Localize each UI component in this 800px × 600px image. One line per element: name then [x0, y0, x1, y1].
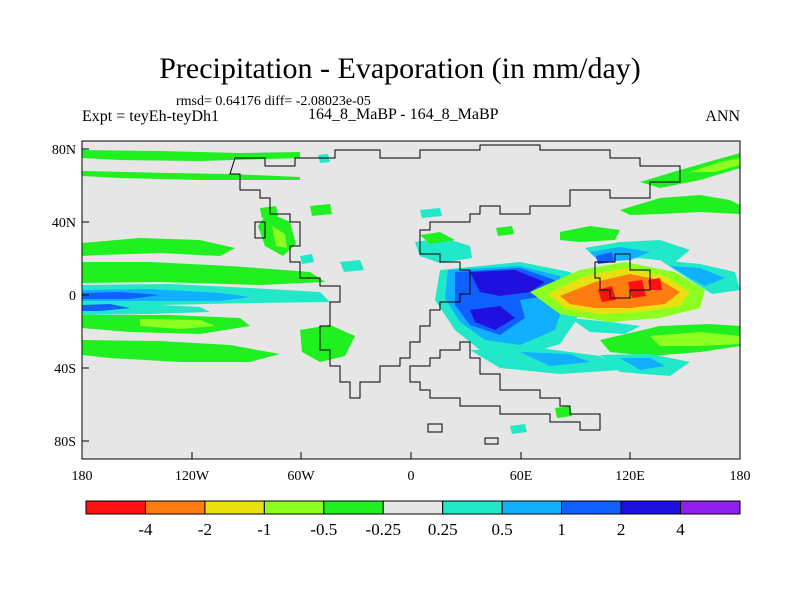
- contour-green-band-north: [82, 238, 235, 256]
- colorbar-label: -4: [138, 520, 153, 539]
- lon-tick-label: 180: [72, 469, 93, 484]
- contour-patch-1: [310, 204, 332, 216]
- contour-darkblue-indian-south: [470, 306, 515, 330]
- contour-green-south-band: [82, 340, 280, 362]
- colorbar-swatch: [263, 500, 325, 515]
- contour-green-south-pacific-east: [650, 332, 740, 346]
- lon-tick-label: 120W: [175, 469, 210, 484]
- coastline-island-2: [427, 423, 443, 433]
- coastline-inner-sea: [254, 221, 266, 239]
- contour-green-band-equator-north: [82, 262, 325, 285]
- colorbar-label: 4: [676, 520, 685, 539]
- contour-patch-2: [300, 254, 314, 264]
- contour-green-arctic-band: [82, 171, 300, 180]
- contour-patch-9: [260, 206, 278, 218]
- colorbar-swatch: [442, 500, 503, 515]
- lon-tick-label: 180: [730, 469, 751, 484]
- contour-patch-6: [420, 208, 442, 218]
- contour-red-pacific-c: [648, 278, 662, 290]
- contour-lime-north-atlantic: [272, 226, 287, 248]
- contour-patch-7: [555, 406, 572, 418]
- lon-tick-label: 120E: [615, 469, 645, 484]
- contour-darkblue-indian: [470, 270, 545, 296]
- coastline-island-1: [484, 437, 499, 445]
- continent-outlines: [229, 144, 681, 445]
- lat-tick-label: 80S: [54, 435, 76, 450]
- colorbar-label: 0.5: [492, 520, 513, 539]
- contour-green-northeast: [640, 153, 740, 188]
- lon-tick-label: 0: [408, 469, 415, 484]
- lat-tick-label: 40S: [54, 362, 76, 377]
- lat-tick-label: 80N: [52, 143, 76, 158]
- colorbar-label: -1: [257, 520, 271, 539]
- contour-teal-pacific-south: [570, 318, 640, 334]
- contour-darkblue-band-equator: [82, 292, 160, 299]
- coastline-south-block: [409, 341, 601, 431]
- contour-lightblue-south-pacific: [620, 358, 665, 370]
- colorbar-label: -0.5: [310, 520, 337, 539]
- colorbar-label: 2: [617, 520, 626, 539]
- colorbar-label: -0.25: [366, 520, 401, 539]
- contour-blue-pacific-core: [596, 252, 614, 264]
- contour-green-pacific-north-band: [560, 226, 620, 242]
- contour-teal-atlantic: [415, 238, 472, 263]
- lat-tick-label: 0: [69, 289, 76, 304]
- contour-patch-5: [496, 226, 514, 236]
- contour-green-north-pacific: [620, 195, 740, 215]
- colorbar-swatch: [561, 500, 622, 515]
- colorbar-swatch: [85, 500, 146, 515]
- colorbar-swatch: [382, 500, 444, 515]
- colorbar-swatch: [620, 500, 682, 515]
- contour-darkblue-band-south: [82, 304, 130, 311]
- chart-title: Precipitation - Evaporation (in mm/day): [159, 52, 641, 85]
- colorbar-label: 1: [557, 520, 566, 539]
- colorbar-swatch: [144, 500, 206, 515]
- coastline-east-land: [594, 253, 651, 299]
- coastline-pangaea: [229, 144, 681, 399]
- lon-tick-label: 60E: [510, 469, 533, 484]
- season-label: ANN: [705, 108, 740, 125]
- contour-lime-band-south: [140, 319, 215, 329]
- axis-ticks: [81, 148, 741, 459]
- contour-patch-3: [340, 260, 364, 272]
- contour-green-atlantic-north: [420, 232, 455, 244]
- contour-lightblue-pacific-east: [670, 266, 725, 286]
- contour-lime-northeast: [690, 158, 740, 172]
- colorbar: -4 -2 -1 -0.5 -0.25 0.25 0.5 1 2 4: [85, 500, 741, 539]
- colorbar-label: -2: [198, 520, 212, 539]
- contour-lightblue-south-indian: [520, 352, 590, 366]
- stats-label: rmsd= 0.64176 diff= -2.08023e-05: [176, 94, 371, 109]
- colorbar-label: 0.25: [428, 520, 458, 539]
- colorbar-swatch: [204, 500, 265, 515]
- contour-green-south-atlantic: [300, 325, 355, 362]
- colorbar-swatch: [501, 500, 563, 515]
- lon-tick-label: 60W: [287, 469, 315, 484]
- contour-red-pacific-b: [628, 280, 646, 298]
- experiment-label: Expt = teyEh-teyDh1: [82, 108, 219, 125]
- colorbar-swatch: [323, 500, 384, 515]
- lat-tick-label: 40N: [52, 216, 76, 231]
- colorbar-swatch: [680, 500, 741, 515]
- period-label: 164_8_MaBP - 164_8_MaBP: [308, 106, 499, 123]
- contour-patch-8: [510, 424, 527, 434]
